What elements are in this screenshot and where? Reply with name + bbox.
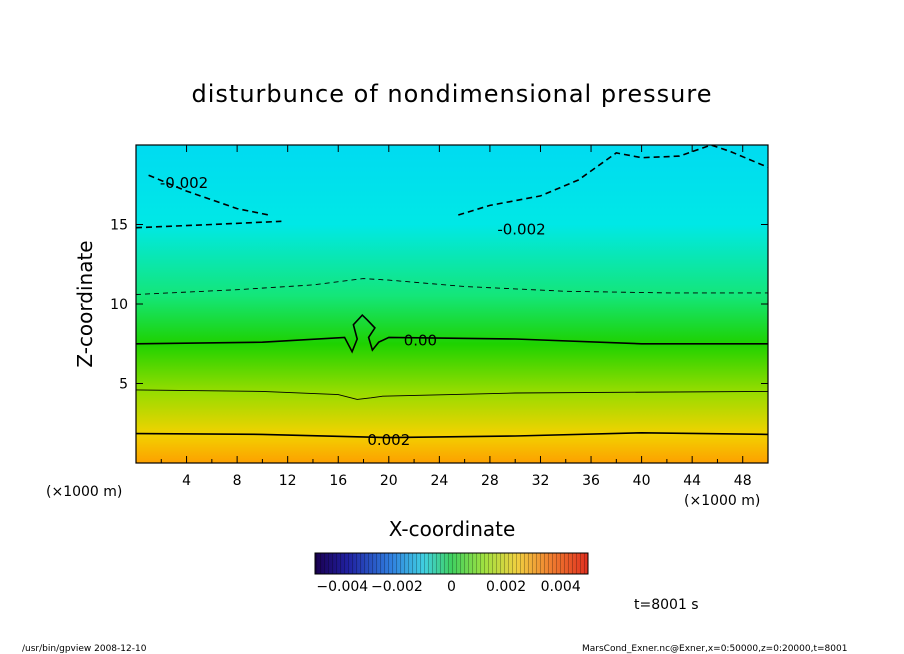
x-ticks: 4 8 12 16 20 24 28 32 36 40 44 48 <box>160 145 752 489</box>
colorbar-tick-label: −0.002 <box>371 579 423 595</box>
chart-title: disturbunce of nondimensional pressure <box>192 80 713 108</box>
contour-label: -0.002 <box>497 220 545 238</box>
contour-lines <box>135 144 769 439</box>
y-tick-label: 15 <box>110 218 128 234</box>
colorbar-frame <box>314 552 589 575</box>
contour-labels: 0.002 0.00 -0.002 -0.002 <box>160 174 546 449</box>
pressure-field <box>136 145 768 463</box>
x-tick-label: 24 <box>430 473 448 489</box>
x-tick-label: 36 <box>582 473 600 489</box>
y-ticks: 5 10 15 <box>110 218 768 393</box>
y-tick-label: 5 <box>119 377 128 393</box>
contour-label: 0.002 <box>367 431 410 449</box>
x-tick-label: 48 <box>734 473 752 489</box>
x-tick-label: 32 <box>532 473 550 489</box>
footer-left: /usr/bin/gpview 2008-12-10 <box>22 644 147 654</box>
colorbar-tick-label: 0.002 <box>486 579 526 595</box>
colorbar: −0.004 −0.002 0 0.002 0.004 <box>314 552 589 595</box>
contour-line <box>135 431 769 439</box>
x-axis-label: X-coordinate <box>389 517 516 541</box>
contour-line <box>135 278 768 295</box>
contour-line <box>458 144 769 216</box>
colorbar-tick-label: 0 <box>447 579 456 595</box>
contour-line <box>135 220 282 229</box>
x-tick-label: 28 <box>481 473 499 489</box>
x-tick-label: 40 <box>633 473 651 489</box>
colorbar-tick-label: −0.004 <box>316 579 368 595</box>
x-tick-label: 16 <box>329 473 347 489</box>
contour-line <box>135 389 769 400</box>
x-unit-left: (×1000 m) <box>46 484 122 500</box>
x-tick-label: 20 <box>380 473 398 489</box>
x-tick-label: 44 <box>683 473 701 489</box>
x-unit-right: (×1000 m) <box>684 493 760 509</box>
colorbar-hatch <box>315 553 588 574</box>
time-label: t=8001 s <box>634 597 699 613</box>
contour-line <box>135 313 768 354</box>
y-tick-label: 10 <box>110 297 128 313</box>
contour-label: -0.002 <box>160 174 208 192</box>
x-tick-label: 12 <box>279 473 297 489</box>
colorbar-tick-label: 0.004 <box>541 579 581 595</box>
x-tick-label: 8 <box>233 473 242 489</box>
colorbar-ticks: −0.004 −0.002 0 0.002 0.004 <box>316 579 580 595</box>
contour-line <box>148 174 269 216</box>
footer-right: MarsCond_Exner.nc@Exner,x=0:50000,z=0:20… <box>582 644 847 654</box>
contour-label: 0.00 <box>404 332 437 350</box>
x-tick-label: 4 <box>182 473 191 489</box>
y-axis-label: Z-coordinate <box>73 240 97 367</box>
